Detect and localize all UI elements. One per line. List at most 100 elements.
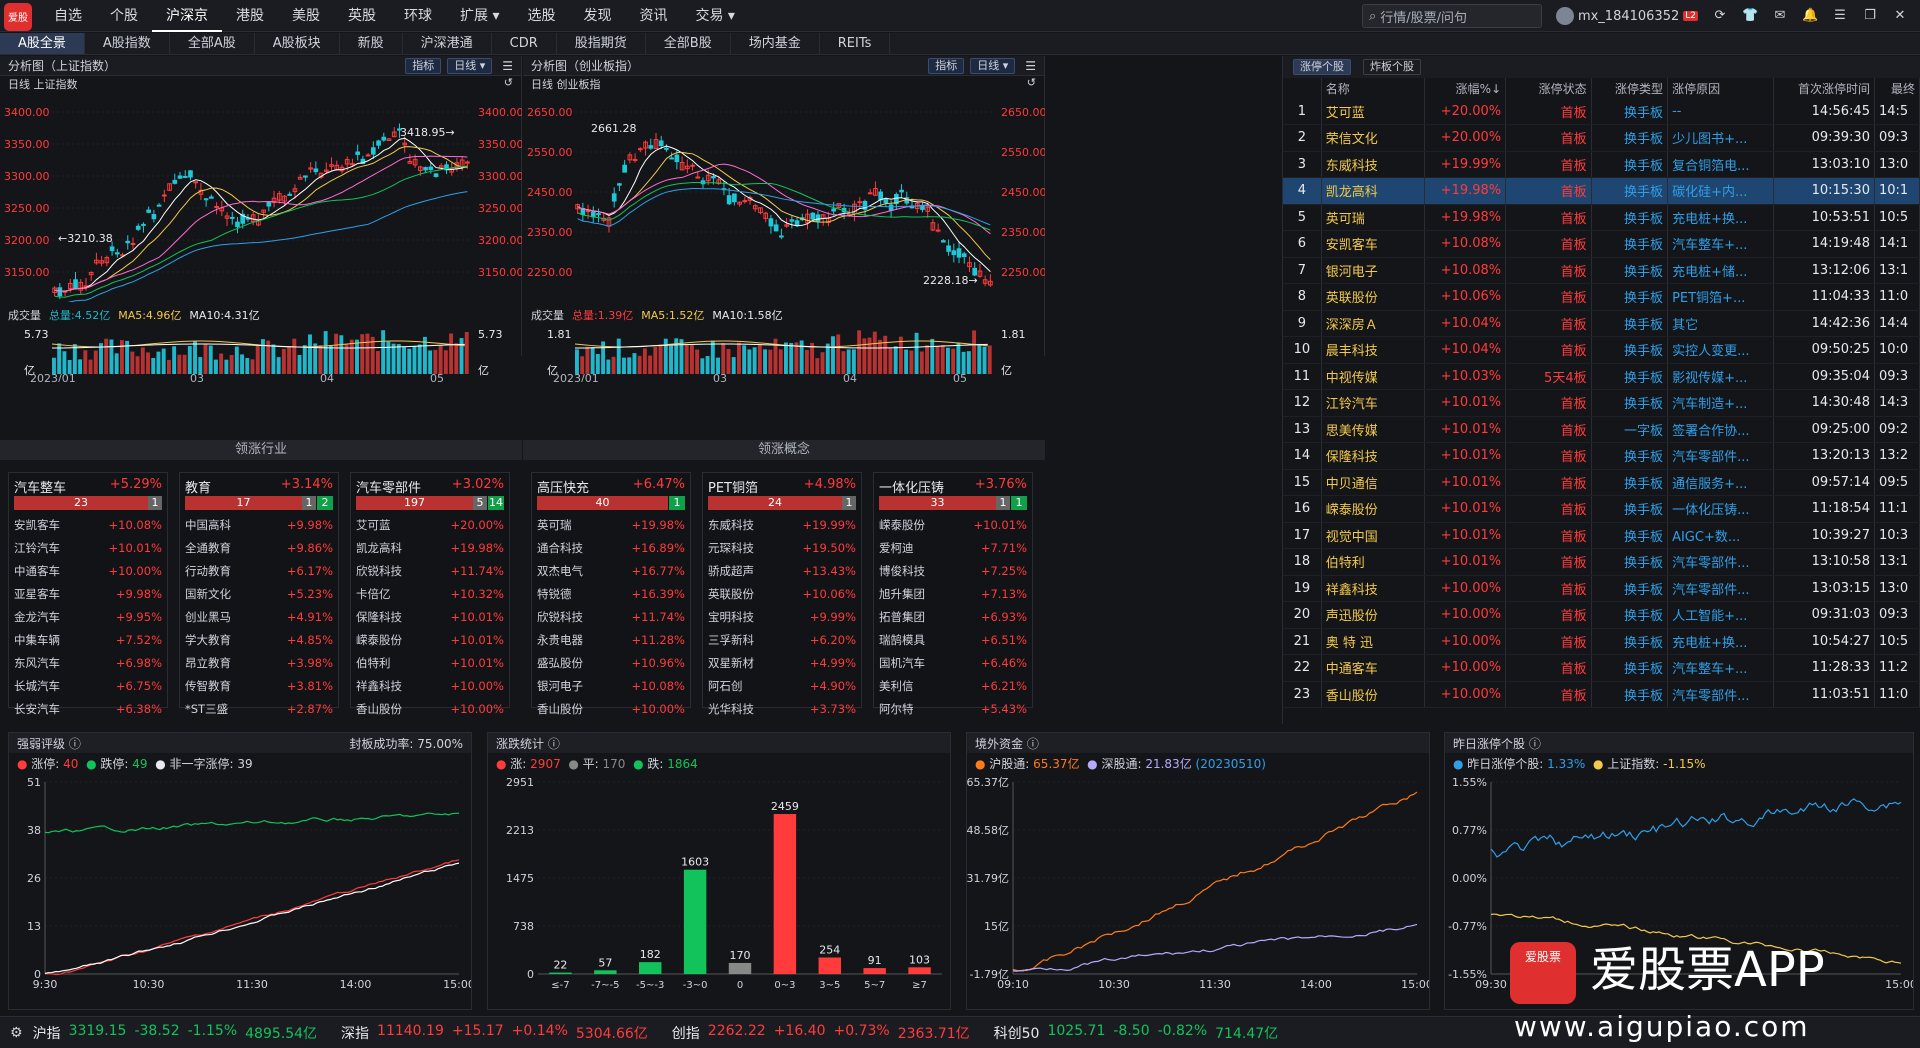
table-row[interactable]: 2 荣信文化 +20.00% 首板 换手板 少儿图书+... 09:39:30 09:3 — [1283, 124, 1920, 152]
bell-icon[interactable]: 🔔 — [1802, 8, 1819, 23]
close-icon[interactable]: ✕ — [1894, 8, 1906, 23]
sector-stock-row[interactable]: 香山股份 +10.00% — [356, 698, 504, 721]
sector-stock-row[interactable]: 英联股份 +10.06% — [708, 583, 856, 606]
table-row[interactable]: 23 香山股份 +10.00% 首板 换手板 汽车零部件... 11:03:51 11:0 — [1283, 681, 1920, 708]
user-menu[interactable]: mx_184106352 L2 — [1555, 7, 1698, 25]
nav-item-3[interactable]: 港股 — [236, 7, 264, 24]
sector-stock-row[interactable]: 元琛科技 +19.50% — [708, 537, 856, 560]
sector-stock-row[interactable]: 行动教育 +6.17% — [185, 560, 333, 583]
column-header[interactable]: 涨停状态 — [1505, 78, 1592, 98]
sector-card[interactable]: 高压快充 +6.47% 40 1 英可瑞 +19.98% 通合科技 +16.89% 双杰电气 +1… — [531, 472, 691, 716]
table-row[interactable]: 13 思美传媒 +10.01% 首板 一字板 签署合作协... 09:25:00 09:2 — [1283, 416, 1920, 443]
sector-stock-row[interactable]: 国新文化 +5.23% — [185, 583, 333, 606]
sector-stock-row[interactable]: 博俊科技 +7.25% — [879, 560, 1027, 583]
table-row[interactable]: 15 中贝通信 +10.01% 首板 换手板 通信服务+... 09:57:14 09:5 — [1283, 469, 1920, 496]
subtab-0[interactable]: A股全景 — [0, 33, 85, 54]
sector-stock-row[interactable]: 双星新材 +4.99% — [708, 652, 856, 675]
sector-stock-row[interactable]: 艾可蓝 +20.00% — [356, 514, 504, 537]
search-box[interactable]: ⌕ 行情/股票/问句 — [1361, 4, 1542, 28]
sector-stock-row[interactable]: 全通教育 +9.86% — [185, 537, 333, 560]
tab-limit-up[interactable]: 涨停个股 — [1293, 59, 1351, 75]
refresh-icon[interactable]: ⟳ — [1714, 8, 1726, 23]
sector-stock-row[interactable]: 中集车辆 +7.52% — [14, 629, 162, 652]
nav-item-0[interactable]: 自选 — [54, 7, 82, 24]
sector-stock-row[interactable]: 宝明科技 +9.99% — [708, 606, 856, 629]
table-row[interactable]: 17 视觉中国 +10.01% 首板 换手板 AIGC+数... 10:39:27 10:3 — [1283, 522, 1920, 549]
sector-stock-row[interactable]: 旭升集团 +7.13% — [879, 583, 1027, 606]
sector-stock-row[interactable]: 三孚新科 +6.20% — [708, 629, 856, 652]
sector-stock-row[interactable]: 盛弘股份 +10.96% — [537, 652, 685, 675]
candlestick-chart[interactable]: 2650.00 2650.00 2550.00 2550.00 2450.00 2450.… — [523, 92, 1047, 302]
sector-stock-row[interactable]: 光华科技 +3.73% — [708, 698, 856, 721]
subtab-5[interactable]: 沪深港通 — [403, 33, 492, 54]
sector-card[interactable]: 一体化压铸 +3.76% 33 1 1 嵘泰股份 +10.01% 爱柯迪 +7.71% 博俊科技 +… — [873, 472, 1033, 716]
tab-broken-limit[interactable]: 炸板个股 — [1363, 59, 1421, 75]
sector-stock-row[interactable]: 东威科技 +19.99% — [708, 514, 856, 537]
sector-stock-row[interactable]: 骄成超声 +13.43% — [708, 560, 856, 583]
sector-stock-row[interactable]: 通合科技 +16.89% — [537, 537, 685, 560]
table-row[interactable]: 18 伯特利 +10.01% 首板 换手板 汽车零部件... 13:10:58 13:1 — [1283, 548, 1920, 576]
table-row[interactable]: 21 奥 特 迅 +10.00% 首板 换手板 充电桩+换... 10:54:27 10:5 — [1283, 628, 1920, 655]
sector-stock-row[interactable]: 江铃汽车 +10.01% — [14, 537, 162, 560]
sector-card[interactable]: 汽车整车 +5.29% 23 1 安凯客车 +10.08% 江铃汽车 +10.01% 中通客车 +… — [8, 472, 168, 716]
sector-stock-row[interactable]: 长城汽车 +6.75% — [14, 675, 162, 698]
nav-item-11[interactable]: 交易 ▾ — [695, 7, 735, 24]
column-header[interactable]: 涨停原因 — [1667, 78, 1774, 98]
table-row[interactable]: 14 保隆科技 +10.01% 首板 换手板 汽车零部件... 13:20:13 13:2 — [1283, 442, 1920, 470]
strength-line-chart[interactable]: 51 38 26 13 09:30 10:30 11:30 14:00 15:00 — [9, 774, 475, 1010]
table-row[interactable]: 11 中视传媒 +10.03% 5天4板 换手板 影视传媒+... 09:35:04 09:3 — [1283, 363, 1920, 390]
sector-card[interactable]: PET铜箔 +4.98% 24 1 东威科技 +19.99% 元琛科技 +19.50% 骄成超声… — [702, 472, 862, 716]
sector-card[interactable]: 汽车零部件 +3.02% 197 5 14 艾可蓝 +20.00% 凯龙高科 +19.98% 欣锐… — [350, 472, 510, 716]
nav-item-1[interactable]: 个股 — [110, 7, 138, 24]
table-row[interactable]: 7 银河电子 +10.08% 首板 换手板 充电桩+储... 13:12:06 13:1 — [1283, 257, 1920, 284]
reset-icon[interactable]: ↺ — [1026, 76, 1036, 89]
sector-stock-row[interactable]: 欣锐科技 +11.74% — [356, 560, 504, 583]
column-header[interactable]: 首次涨停时间 — [1773, 78, 1875, 98]
sector-stock-row[interactable]: 创业黑马 +4.91% — [185, 606, 333, 629]
sector-stock-row[interactable]: 安凯客车 +10.08% — [14, 514, 162, 537]
nav-item-6[interactable]: 环球 — [404, 7, 432, 24]
app-logo-icon[interactable]: 爱股 — [4, 2, 32, 31]
sector-stock-row[interactable]: 祥鑫科技 +10.00% — [356, 675, 504, 698]
table-row[interactable]: 6 安凯客车 +10.08% 首板 换手板 汽车整车+... 14:19:48 14:1 — [1283, 230, 1920, 258]
subtab-8[interactable]: 全部B股 — [646, 33, 731, 54]
subtab-3[interactable]: A股板块 — [255, 33, 340, 54]
table-row[interactable]: 22 中通客车 +10.00% 首板 换手板 汽车整车+... 11:28:33 11:2 — [1283, 654, 1920, 682]
subtab-1[interactable]: A股指数 — [85, 33, 170, 54]
sector-stock-row[interactable]: 伯特利 +10.01% — [356, 652, 504, 675]
index-quote-3[interactable]: 科创50 1025.71 -8.50 -0.82% 714.47亿 — [994, 1023, 1279, 1043]
index-quote-2[interactable]: 创指 2262.22 +16.40 +0.73% 2363.71亿 — [672, 1023, 970, 1043]
sector-stock-row[interactable]: 香山股份 +10.00% — [537, 698, 685, 721]
sector-stock-row[interactable]: 美利信 +6.21% — [879, 675, 1027, 698]
updown-bar-chart[interactable]: 2951 2213 1475 738 0 22 ≤-7 57 -7~-5 182 -5~-3 1603… — [488, 774, 950, 1010]
sector-card[interactable]: 教育 +3.14% 17 1 2 中国高科 +9.98% 全通教育 +9.86% 行动教育 +6.1… — [179, 472, 339, 716]
sector-stock-row[interactable]: 中国高科 +9.98% — [185, 514, 333, 537]
shirt-icon[interactable]: 👕 — [1742, 8, 1759, 23]
menu-icon[interactable]: ☰ — [1025, 58, 1036, 73]
sector-stock-row[interactable]: 阿尔特 +5.43% — [879, 698, 1027, 721]
table-row[interactable]: 10 晨丰科技 +10.04% 首板 换手板 实控人变更... 09:50:25 10:0 — [1283, 336, 1920, 364]
sector-stock-row[interactable]: 中通客车 +10.00% — [14, 560, 162, 583]
sector-stock-row[interactable]: 国机汽车 +6.46% — [879, 652, 1027, 675]
sector-stock-row[interactable]: 保隆科技 +10.01% — [356, 606, 504, 629]
sector-stock-row[interactable]: 亚星客车 +9.98% — [14, 583, 162, 606]
nav-item-5[interactable]: 英股 — [348, 7, 376, 24]
sector-stock-row[interactable]: 爱柯迪 +7.71% — [879, 537, 1027, 560]
sector-stock-row[interactable]: 嵘泰股份 +10.01% — [356, 629, 504, 652]
mail-icon[interactable]: ✉ — [1774, 8, 1786, 23]
sector-stock-row[interactable]: 金龙汽车 +9.95% — [14, 606, 162, 629]
column-header[interactable]: 涨幅%↓ — [1424, 78, 1507, 98]
table-row[interactable]: 5 英可瑞 +19.98% 首板 换手板 充电桩+换... 10:53:51 10:5 — [1283, 204, 1920, 231]
subtab-4[interactable]: 新股 — [340, 33, 403, 54]
yesterday-line-chart[interactable]: 1.55% 0.77% 0.00% -0.77% -1.55%09:30 15:00 — [1445, 774, 1917, 1010]
sector-stock-row[interactable]: 特锐德 +16.39% — [537, 583, 685, 606]
table-row[interactable]: 3 东威科技 +19.99% 首板 换手板 复合铜箔电... 13:03:10 13:0 — [1283, 151, 1920, 178]
subtab-6[interactable]: CDR — [492, 33, 557, 54]
column-header[interactable] — [1283, 78, 1322, 98]
nav-item-8[interactable]: 选股 — [527, 7, 556, 24]
sector-stock-row[interactable]: 瑞鹄模具 +6.51% — [879, 629, 1027, 652]
nav-item-7[interactable]: 扩展 ▾ — [460, 7, 500, 24]
indicator-button[interactable]: 指标 — [928, 57, 965, 74]
